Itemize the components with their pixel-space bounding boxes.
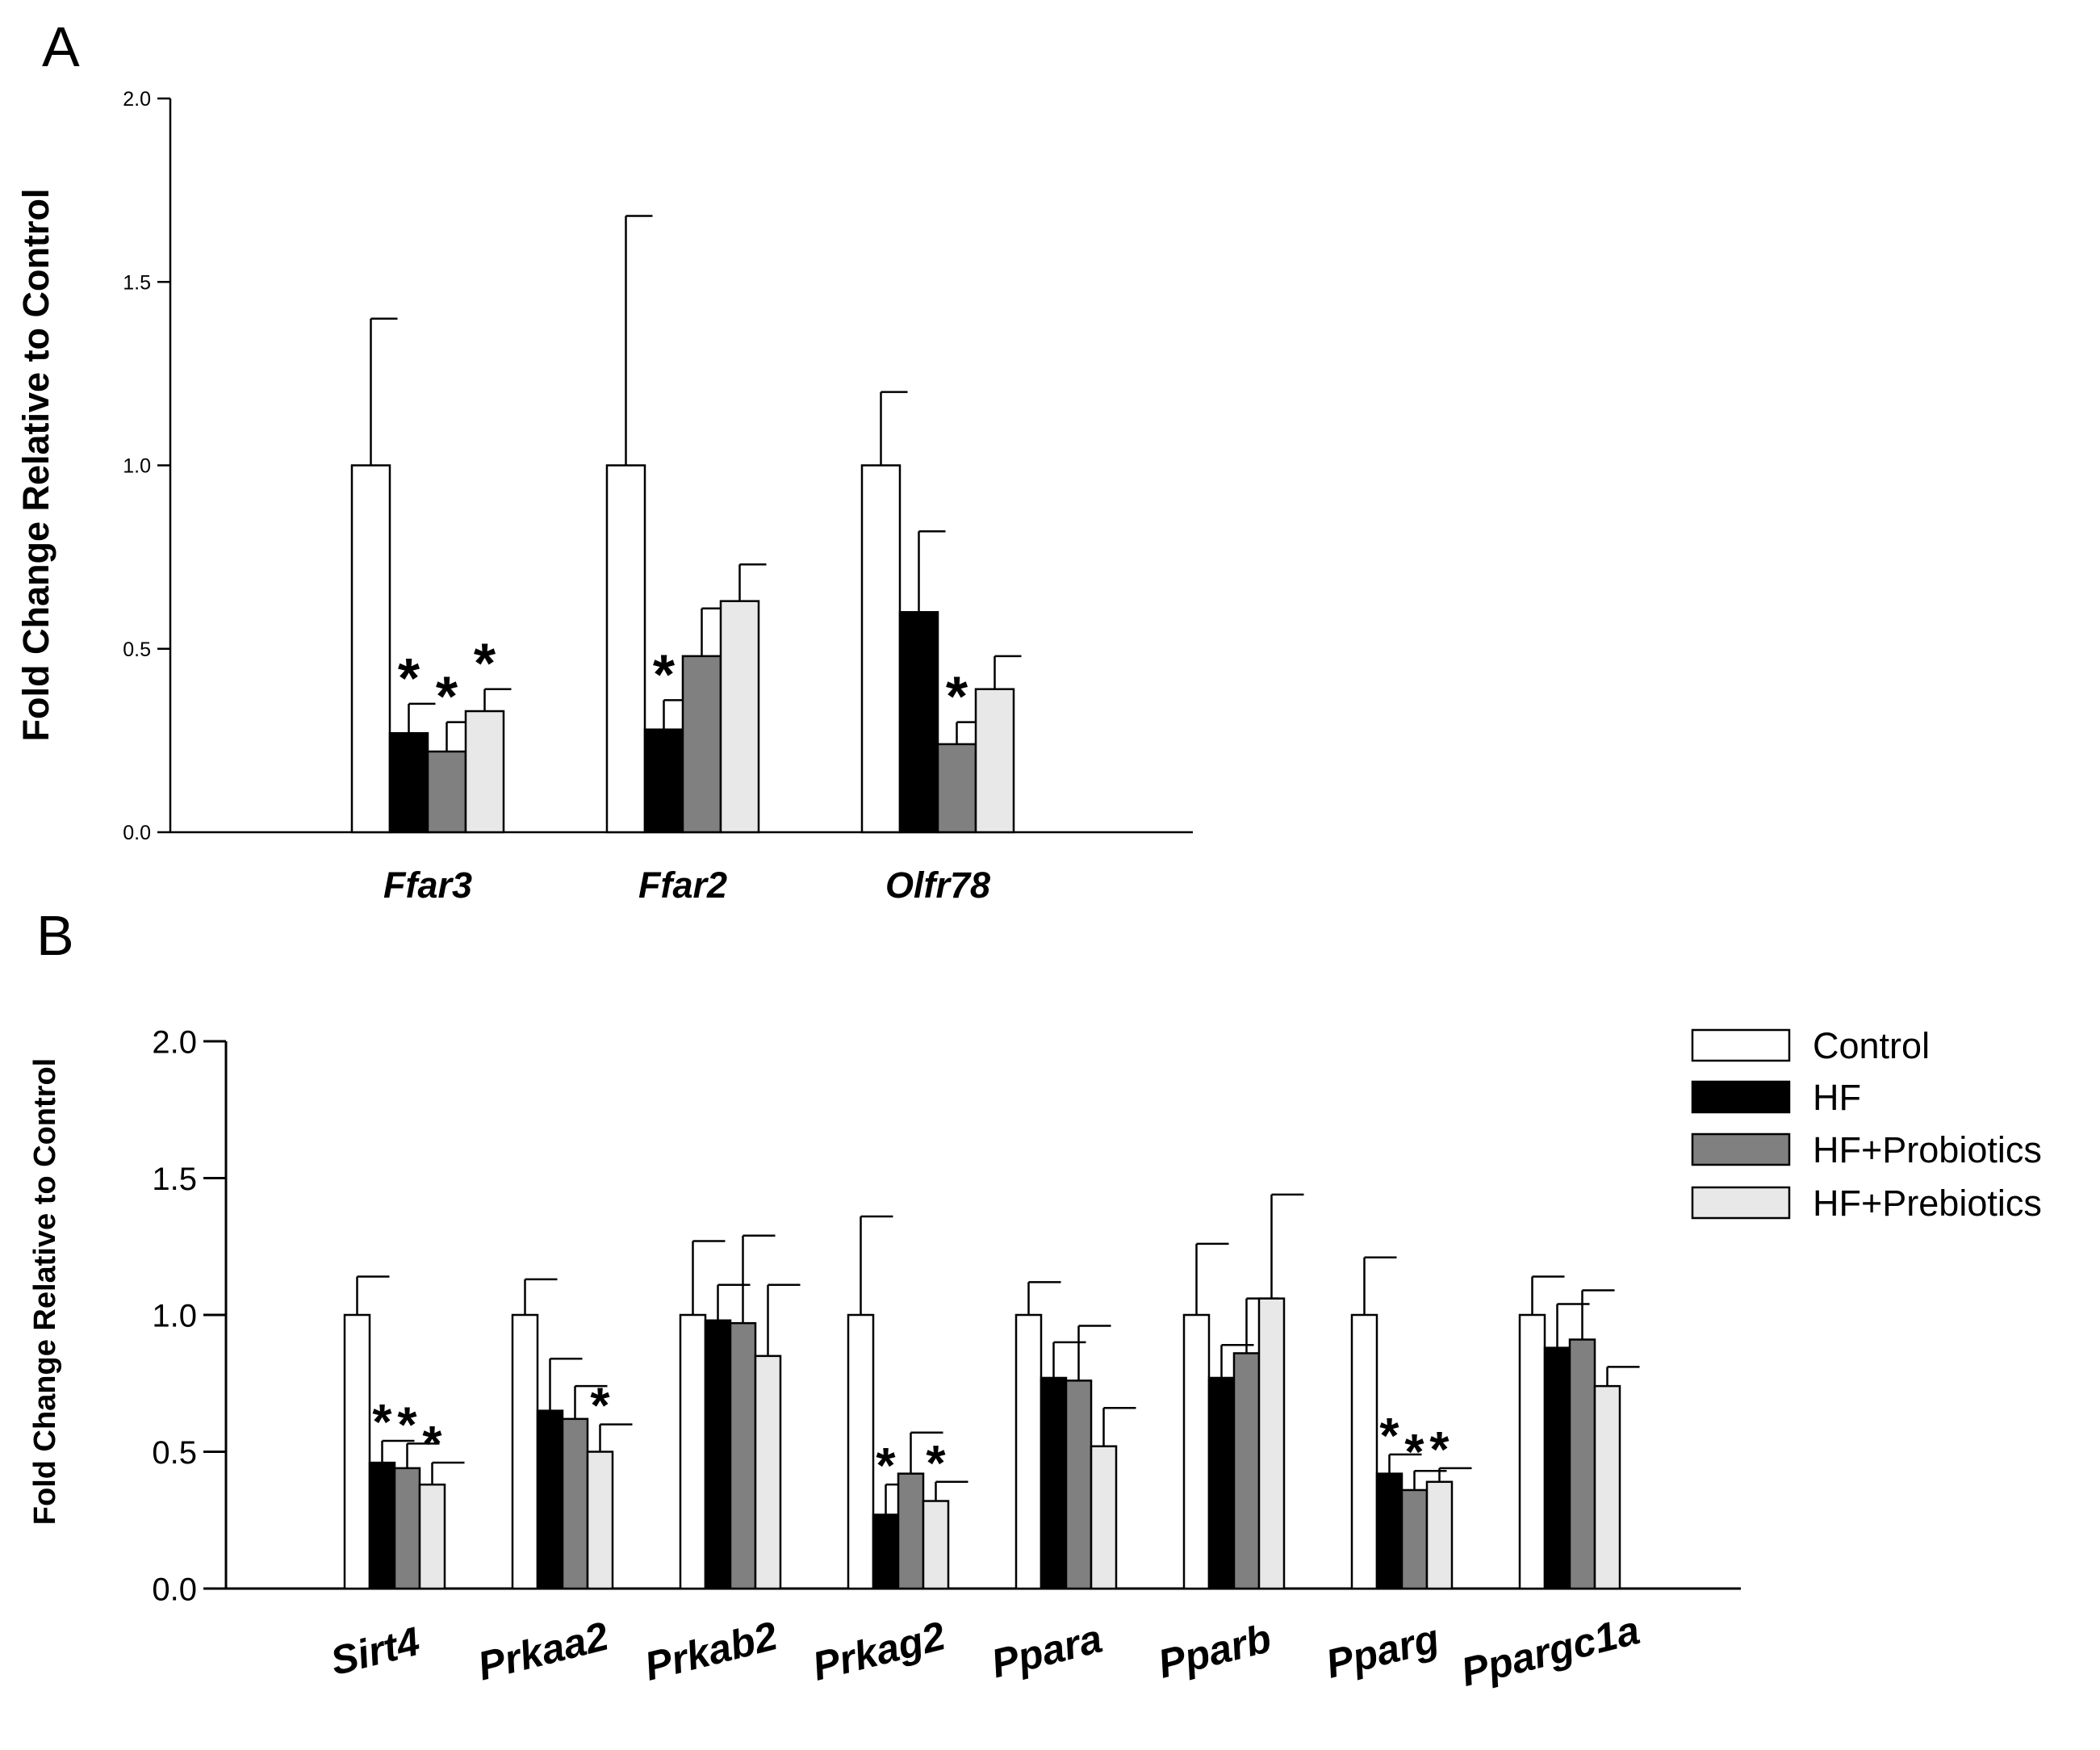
- chart-b-bar-pparb-hf-prebiotics: [1257, 1297, 1286, 1590]
- chart-b-bar-pparg-control: [1350, 1313, 1378, 1590]
- chart-a-significance-star: *: [946, 665, 968, 728]
- chart-a-bar-ffar3-hf-prebiotics: [464, 710, 505, 834]
- chart-a-bar-ffar3-control: [350, 464, 391, 834]
- chart-a-bar-ffar3-hf: [388, 732, 429, 834]
- chart-b-bar-pparb-control: [1182, 1313, 1211, 1590]
- legend: Control HF HF+Probiotics HF+Prebiotics: [1691, 1025, 2042, 1224]
- chart-b-category-label-prkag2: Prkag2: [808, 1613, 950, 1689]
- chart-b-bar-prkab2-hf-probiotics: [729, 1321, 757, 1590]
- chart-b-category-label-ppara: Ppara: [987, 1616, 1106, 1687]
- chart-b-category-label-sirt4: Sirt4: [326, 1618, 424, 1684]
- chart-a-bar-ffar2-hf: [643, 728, 684, 834]
- chart-b-bar-pparg-hf: [1375, 1472, 1403, 1590]
- panel-b-label: B: [36, 904, 74, 967]
- chart-a-significance-star: *: [398, 647, 420, 710]
- chart-b-bar-ppara-hf-prebiotics: [1090, 1445, 1118, 1590]
- chart-b-bar-pparg-hf-prebiotics: [1425, 1480, 1454, 1590]
- chart-b-bar-prkab2-hf: [704, 1319, 732, 1590]
- chart-b-bar-prkaa2-control: [511, 1313, 539, 1590]
- chart-b-bar-ppargc1a-hf: [1543, 1346, 1571, 1590]
- chart-a-bar-ffar2-control: [605, 464, 646, 834]
- chart-b-bar-ppargc1a-hf-probiotics: [1568, 1338, 1596, 1590]
- chart-b-significance-star: *: [397, 1397, 417, 1453]
- chart-b-significance-star: *: [876, 1438, 896, 1494]
- legend-label-hf-prebiotics: HF+Prebiotics: [1813, 1183, 2042, 1224]
- chart-b-bar-prkaa2-hf-probiotics: [561, 1417, 589, 1590]
- chart-b-bar-pparg-hf-probiotics: [1400, 1488, 1429, 1590]
- panel-a-label: A: [42, 15, 80, 78]
- legend-swatch-control: [1691, 1028, 1791, 1062]
- chart-b-bar-ppara-control: [1014, 1313, 1043, 1590]
- chart-b-y-tick-label: 1.5: [152, 1162, 197, 1197]
- chart-b-category-label-pparb: Pparb: [1153, 1615, 1275, 1687]
- chart-b-category-label-prkab2: Prkab2: [640, 1613, 782, 1689]
- chart-a-bar-ffar3-hf-probiotics: [426, 750, 467, 834]
- chart-b-bar-ppara-hf-probiotics: [1065, 1379, 1093, 1590]
- chart-b-significance-star: *: [422, 1417, 442, 1472]
- chart-a-bar-olfr78-hf-prebiotics: [974, 688, 1015, 834]
- chart-b-bar-pparb-hf-probiotics: [1232, 1352, 1261, 1590]
- chart-b-bar-prkag2-hf-probiotics: [897, 1472, 925, 1590]
- legend-label-control: Control: [1813, 1025, 1930, 1066]
- chart-b-y-tick-label: 2.0: [152, 1024, 197, 1060]
- chart-a-y-tick-label: 0.0: [123, 822, 151, 844]
- chart-b-significance-star: *: [1429, 1422, 1450, 1478]
- chart-b-bar-sirt4-hf: [368, 1461, 396, 1590]
- chart-b: 0.0 0.5 1.0 1.5 2.0 Fold Change Relative to C…: [28, 1024, 1741, 1695]
- chart-b-significance-star: *: [590, 1379, 610, 1434]
- chart-b-y-axis-title: Fold Change Relative to Control: [28, 1058, 62, 1525]
- chart-b-bar-sirt4-hf-prebiotics: [418, 1483, 446, 1590]
- chart-b-bar-prkab2-control: [679, 1313, 707, 1590]
- chart-b-bar-sirt4-control: [343, 1313, 371, 1590]
- chart-b-y-tick-label: 0.5: [152, 1435, 197, 1471]
- chart-b-significance-star: *: [926, 1436, 946, 1492]
- chart-b-bar-prkab2-hf-prebiotics: [754, 1354, 782, 1590]
- chart-b-y-tick-label: 0.0: [152, 1572, 197, 1607]
- chart-b-category-label-prkaa2: Prkaa2: [474, 1613, 613, 1689]
- chart-b-significance-star: *: [1379, 1409, 1399, 1464]
- chart-b-bar-sirt4-hf-probiotics: [393, 1467, 421, 1590]
- chart-a-bar-ffar2-hf-prebiotics: [719, 600, 760, 834]
- chart-b-category-label-pparg: Pparg: [1321, 1615, 1443, 1687]
- chart-b-bar-prkag2-hf-prebiotics: [922, 1500, 950, 1590]
- chart-b-bar-ppara-hf: [1040, 1376, 1068, 1590]
- chart-a-y-tick-label: 1.0: [123, 455, 151, 478]
- chart-b-bar-ppargc1a-control: [1518, 1313, 1546, 1590]
- chart-b-bar-ppargc1a-hf-prebiotics: [1593, 1384, 1621, 1590]
- chart-a-bar-olfr78-control: [860, 464, 901, 834]
- chart-a-significance-star: *: [474, 632, 496, 695]
- chart-a-y-tick-label: 1.5: [123, 271, 151, 294]
- chart-a-significance-star: *: [436, 665, 458, 728]
- legend-label-hf: HF: [1813, 1077, 1861, 1118]
- chart-a-y-tick-label: 0.5: [123, 638, 151, 661]
- chart-a-category-label-ffar3: Ffar3: [383, 865, 472, 906]
- chart-a-bar-ffar2-hf-probiotics: [681, 655, 722, 834]
- chart-b-category-label-ppargc1a: Ppargc1a: [1457, 1607, 1644, 1695]
- chart-a-category-label-ffar2: Ffar2: [638, 865, 727, 906]
- chart-a: 0.0 0.5 1.0 1.5 2.0 Fold Change Relative to C…: [15, 88, 1193, 906]
- chart-a-significance-star: *: [653, 643, 676, 705]
- chart-a-y-tick-label: 2.0: [123, 88, 151, 111]
- chart-b-bar-prkaa2-hf: [536, 1409, 564, 1590]
- chart-b-bar-pparb-hf: [1207, 1376, 1236, 1590]
- chart-b-y-tick-label: 1.0: [152, 1298, 197, 1333]
- chart-b-significance-star: *: [372, 1395, 392, 1451]
- chart-a-bar-olfr78-hf: [898, 611, 939, 834]
- chart-b-bar-prkag2-hf: [872, 1513, 900, 1590]
- legend-swatch-hf-probiotics: [1691, 1132, 1791, 1166]
- legend-label-hf-probiotics: HF+Probiotics: [1813, 1129, 2042, 1170]
- chart-b-bar-prkag2-control: [847, 1313, 875, 1590]
- chart-a-y-axis-title: Fold Change Relative to Control: [15, 188, 56, 741]
- legend-swatch-hf-prebiotics: [1691, 1186, 1791, 1220]
- chart-b-bar-prkaa2-hf-prebiotics: [586, 1451, 614, 1590]
- chart-a-category-label-olfr78: Olfr78: [885, 865, 990, 906]
- chart-a-bar-olfr78-hf-probiotics: [936, 743, 977, 834]
- legend-swatch-hf: [1691, 1080, 1791, 1114]
- chart-b-significance-star: *: [1404, 1425, 1424, 1480]
